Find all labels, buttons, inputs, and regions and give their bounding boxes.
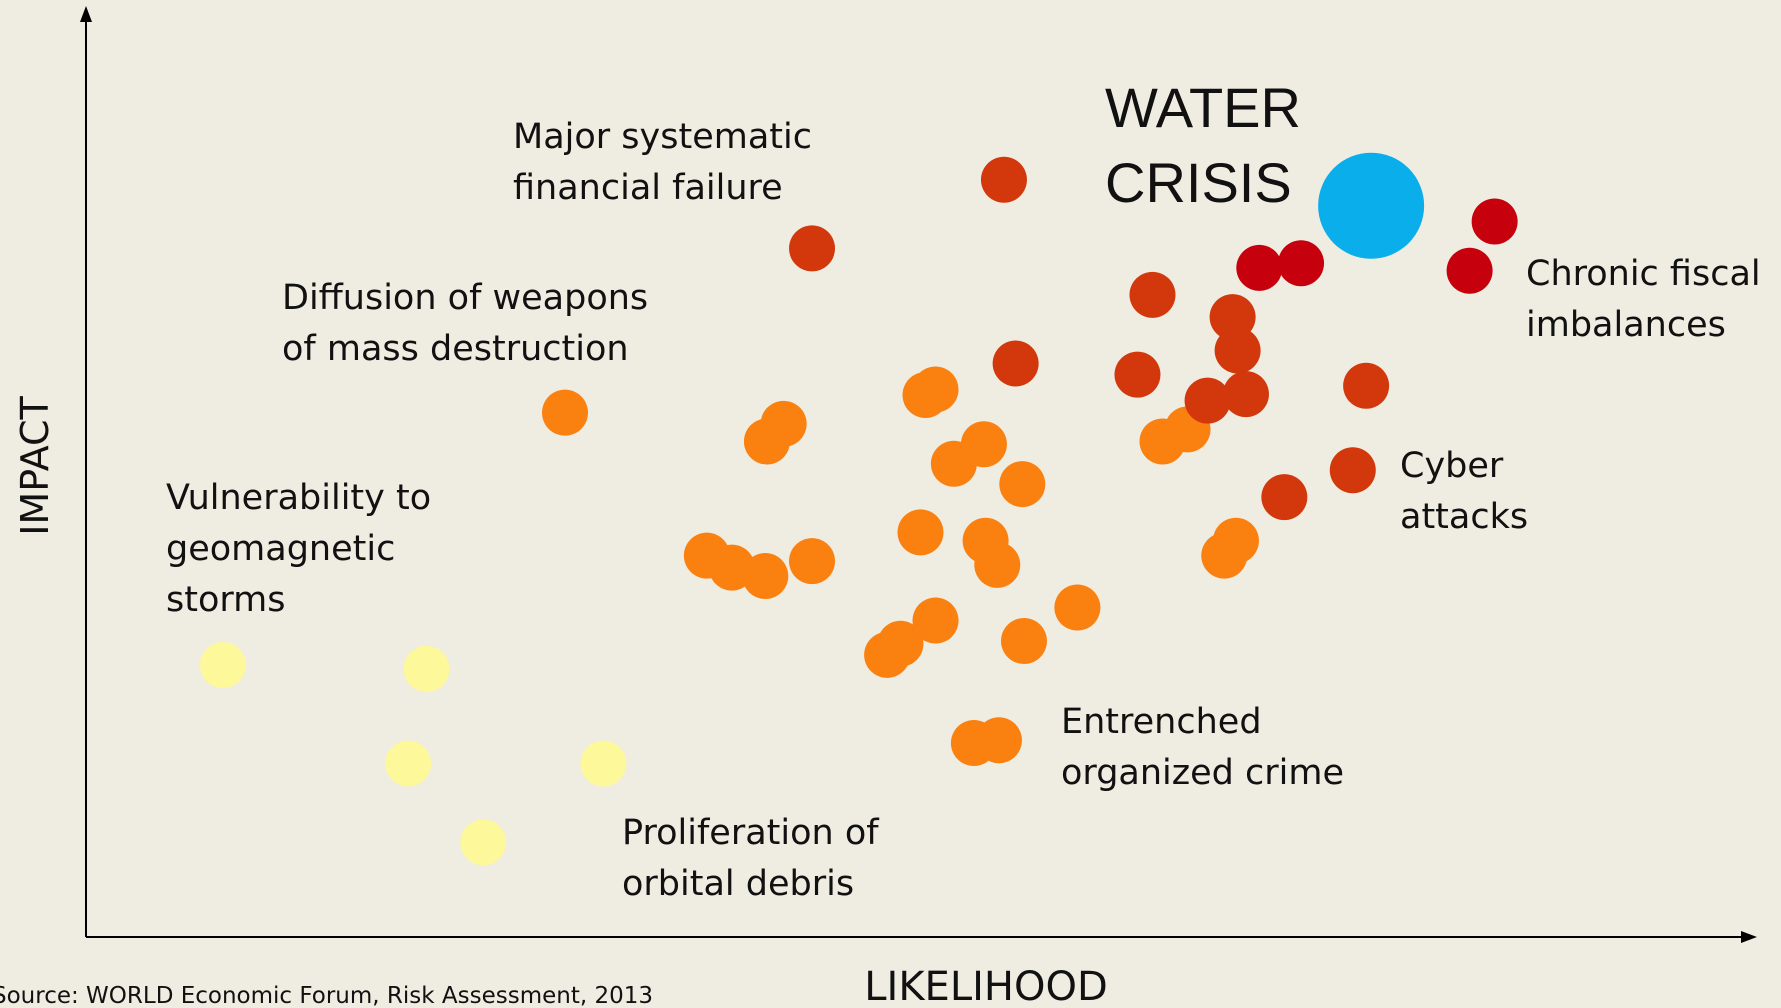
data-point	[999, 461, 1046, 508]
data-point	[542, 389, 589, 436]
annotation: imbalances	[1526, 305, 1726, 345]
annotation: Vulnerability to	[166, 478, 431, 518]
annotation: storms	[166, 580, 285, 620]
annotation: organized crime	[1061, 753, 1344, 793]
data-point	[789, 225, 836, 272]
data-point	[974, 541, 1021, 588]
data-point	[912, 597, 959, 644]
annotation: Cyber	[1400, 446, 1504, 486]
y-axis-label: IMPACT	[13, 395, 57, 535]
data-point	[580, 740, 627, 787]
data-point	[1184, 377, 1231, 424]
annotation: orbital debris	[622, 864, 854, 904]
source-note: Source: WORLD Economic Forum, Risk Asses…	[0, 983, 653, 1008]
data-point	[1214, 327, 1261, 374]
data-point	[760, 400, 807, 447]
data-point	[1343, 362, 1390, 409]
annotation: Diffusion of weapons	[282, 278, 648, 318]
data-point	[1329, 447, 1376, 494]
annotation: Chronic fiscal	[1526, 254, 1761, 294]
data-point	[980, 156, 1027, 203]
data-point	[1446, 247, 1493, 294]
x-axis-arrow	[1741, 931, 1757, 943]
data-point	[975, 717, 1022, 764]
data-point	[1054, 584, 1101, 631]
data-point	[1236, 244, 1283, 291]
annotation: Proliferation of	[622, 813, 879, 853]
data-point	[1222, 371, 1269, 418]
data-point	[877, 620, 924, 667]
annotation: CRISIS	[1105, 151, 1292, 214]
data-point	[1318, 152, 1425, 259]
annotation: Major systematic	[513, 117, 812, 157]
data-point	[930, 440, 977, 487]
data-point	[897, 509, 944, 556]
annotation: geomagnetic	[166, 529, 395, 569]
data-point	[460, 819, 507, 866]
data-point	[992, 340, 1039, 387]
annotation: of mass destruction	[282, 329, 629, 369]
data-point	[403, 645, 450, 692]
data-point	[1114, 351, 1161, 398]
data-point	[1261, 474, 1308, 521]
y-axis-arrow	[80, 6, 92, 22]
data-point	[1471, 198, 1518, 245]
annotation: financial failure	[513, 168, 783, 208]
data-point	[1000, 617, 1047, 664]
data-point	[1129, 271, 1176, 318]
data-point	[789, 538, 836, 585]
data-point	[199, 642, 246, 689]
annotation: Entrenched	[1061, 702, 1262, 742]
data-point	[1278, 240, 1325, 287]
annotation: WATER	[1105, 76, 1301, 139]
x-axis-label: LIKELIHOOD	[864, 964, 1108, 1008]
data-point	[742, 553, 789, 600]
data-point	[1212, 517, 1259, 564]
data-point	[385, 740, 432, 787]
data-point	[912, 366, 959, 413]
annotation: attacks	[1400, 497, 1528, 537]
